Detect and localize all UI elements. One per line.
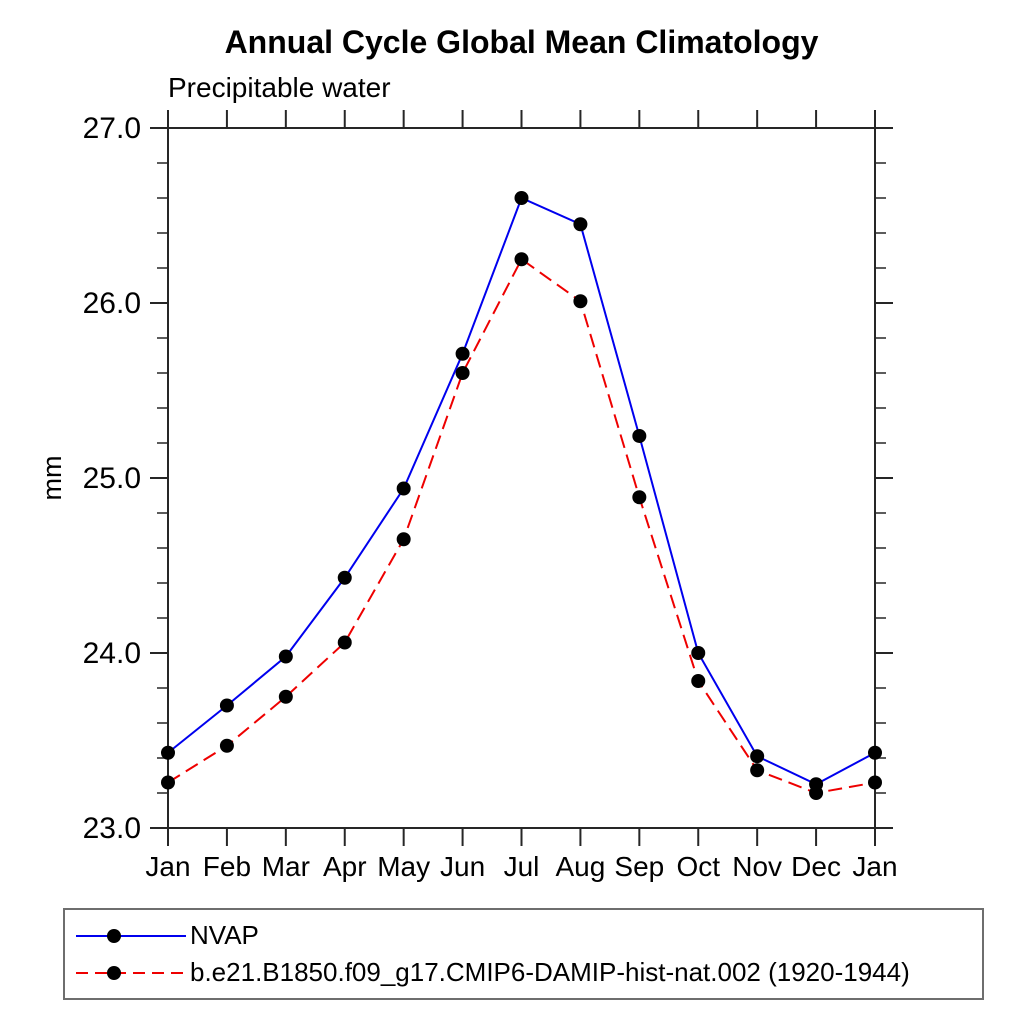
legend-line-sample-solid — [76, 928, 186, 943]
data-point-model-apr — [337, 635, 352, 650]
data-point-model-jun — [455, 366, 470, 380]
data-point-nvap-oct — [691, 646, 706, 660]
x-tick-label: Mar — [262, 851, 310, 882]
data-point-model-jan — [161, 775, 175, 790]
legend-entry-model: b.e21.B1850.f09_g17.CMIP6-DAMIP-hist-nat… — [76, 957, 982, 988]
data-point-nvap-jan — [161, 745, 175, 760]
x-tick-label: Feb — [203, 851, 251, 882]
chart-title: Annual Cycle Global Mean Climatology — [224, 24, 819, 60]
data-point-nvap-aug — [573, 217, 588, 232]
y-tick-label: 24.0 — [83, 637, 141, 670]
chart-subtitle: Precipitable water — [168, 72, 391, 103]
y-tick-label: 27.0 — [83, 112, 141, 145]
y-tick-label: 25.0 — [83, 462, 141, 495]
legend-box: NVAP b.e21.B1850.f09_g17.CMIP6-DAMIP-his… — [63, 908, 984, 1000]
data-point-nvap-jan — [868, 745, 882, 760]
legend-marker-dot — [107, 928, 121, 943]
data-point-model-jul — [514, 252, 529, 267]
x-tick-label: Nov — [732, 851, 782, 882]
legend-label-nvap: NVAP — [190, 920, 259, 950]
data-point-nvap-apr — [337, 570, 352, 585]
data-point-model-oct — [691, 674, 706, 688]
data-point-model-sep — [632, 490, 647, 505]
legend-label-model: b.e21.B1850.f09_g17.CMIP6-DAMIP-hist-nat… — [190, 957, 910, 987]
data-point-nvap-may — [396, 481, 411, 496]
data-point-model-jan — [868, 775, 882, 790]
y-tick-label: 23.0 — [83, 812, 141, 845]
data-point-model-mar — [278, 689, 293, 704]
data-point-model-dec — [809, 786, 824, 800]
data-point-model-feb — [219, 738, 234, 753]
legend-entry-nvap: NVAP — [76, 920, 982, 951]
y-tick-label: 26.0 — [83, 287, 141, 320]
data-point-model-may — [396, 532, 411, 547]
x-tick-label: Jan — [852, 851, 897, 882]
data-point-nvap-jul — [514, 191, 529, 205]
data-point-nvap-jun — [455, 346, 470, 361]
legend-line-sample-dashed — [76, 965, 186, 980]
x-tick-label: May — [377, 851, 430, 882]
x-tick-label: Jul — [504, 851, 540, 882]
legend-marker-dot — [107, 965, 121, 980]
x-tick-label: Jan — [145, 851, 190, 882]
data-point-nvap-mar — [278, 649, 293, 664]
plot-frame — [167, 127, 876, 829]
x-tick-label: Aug — [556, 851, 606, 882]
data-point-model-nov — [750, 763, 765, 778]
x-tick-label: Oct — [676, 851, 720, 882]
x-tick-label: Jun — [440, 851, 485, 882]
x-tick-label: Apr — [323, 851, 367, 882]
data-point-model-aug — [573, 294, 588, 309]
data-point-nvap-sep — [632, 429, 647, 443]
x-tick-label: Sep — [614, 851, 664, 882]
data-point-nvap-feb — [219, 698, 234, 713]
data-point-nvap-nov — [750, 749, 765, 764]
x-tick-label: Dec — [791, 851, 841, 882]
series-line-model — [167, 257, 876, 795]
series-line-nvap — [167, 196, 876, 786]
